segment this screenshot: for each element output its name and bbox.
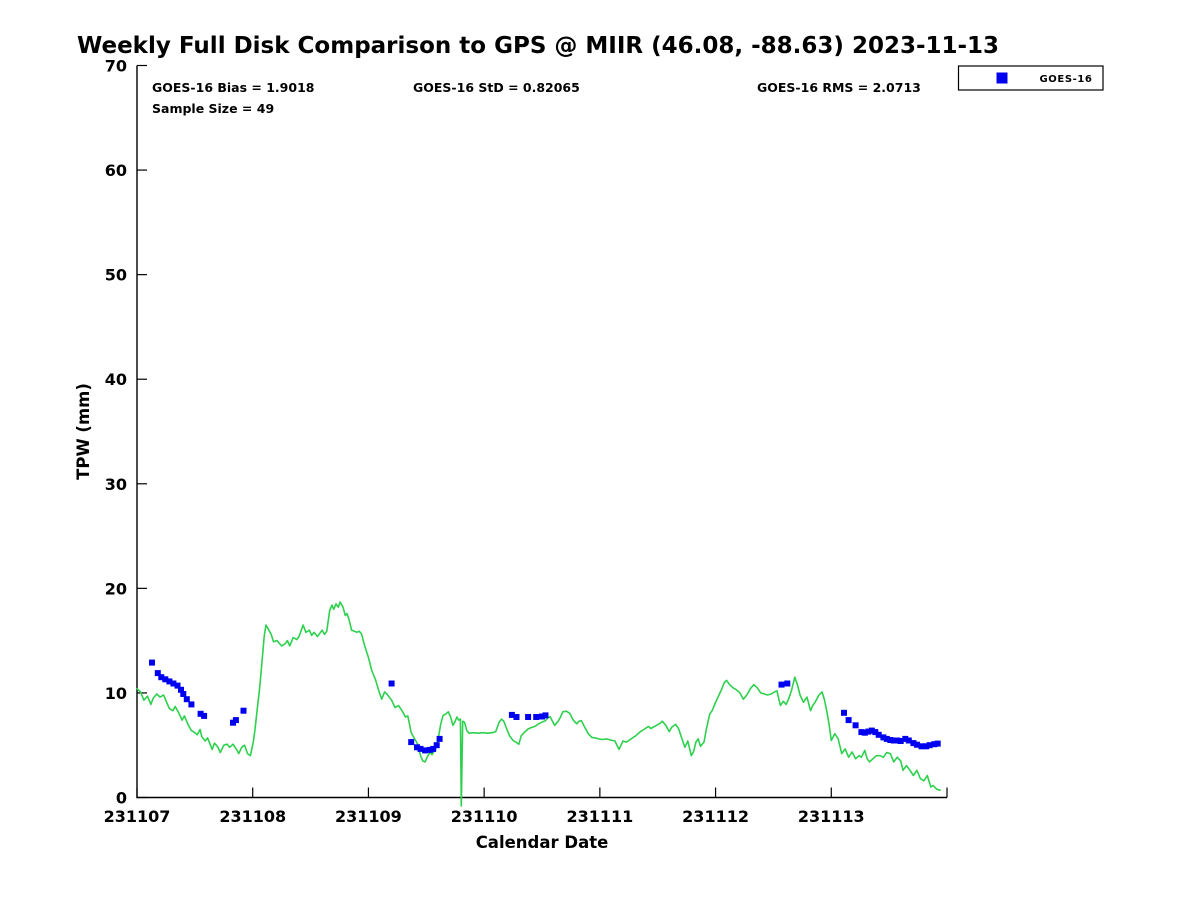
goes16-marker [170,680,177,687]
y-tick-label: 40 [105,370,127,389]
x-tick-label: 231112 [682,807,749,826]
goes16-marker [174,682,181,689]
goes16-marker [201,712,208,719]
goes16-marker [158,674,165,681]
goes16-marker [910,740,917,747]
goes16-marker [166,678,173,685]
goes16-marker [436,735,443,742]
goes16-marker [861,729,868,736]
goes16-marker [852,722,859,729]
goes16-marker [931,741,938,748]
stat-rms: GOES-16 RMS = 2.0713 [757,80,921,95]
x-tick-label: 231110 [451,807,518,826]
axes-ticks: 231107 231108 231109 231110 231111 231112 2311… [104,57,948,826]
goes16-marker [883,735,890,742]
y-tick-label: 20 [105,579,127,598]
goes16-marker [542,712,549,719]
goes16-marker [905,737,912,744]
y-tick-label: 0 [116,789,127,808]
goes16-marker [784,680,791,687]
x-tick-label: 231107 [104,807,171,826]
x-tick-label: 231108 [219,807,286,826]
goes16-marker [890,737,897,744]
chart-title: Weekly Full Disk Comparison to GPS @ MII… [77,33,999,59]
goes16-marker [414,744,420,751]
stat-std: GOES-16 StD = 0.82065 [413,80,580,95]
stat-bias: GOES-16 Bias = 1.9018 [152,80,314,95]
goes16-marker [841,709,847,716]
y-tick-label: 30 [105,475,127,494]
x-tick-label: 231111 [566,807,633,826]
goes16-marker [880,734,887,741]
goes16-marker [897,738,904,744]
goes16-marker [232,717,239,724]
legend-label-goes16: GOES-16 [1039,74,1092,85]
goes16-marker [875,731,882,738]
goes16-marker [887,737,894,743]
goes16-marker [513,714,520,720]
goes16-marker [845,717,852,724]
goes16-marker [240,707,247,714]
goes16-marker [923,743,930,750]
stat-sample-size: Sample Size = 49 [152,101,274,116]
goes16-marker [533,714,540,720]
goes16-marker [894,737,901,744]
goes16-markers [149,659,941,754]
goes16-marker [430,745,437,752]
goes16-marker [422,747,429,754]
goes16-marker [872,729,879,736]
goes16-marker [197,710,204,717]
x-tick-label: 231113 [798,807,865,826]
goes16-marker [426,746,433,753]
goes16-marker [926,742,933,749]
goes16-marker [934,740,941,747]
legend-marker-goes16 [996,72,1008,84]
y-axis-title: TPW (mm) [74,383,93,480]
goes16-marker [180,691,187,697]
goes16-marker [868,727,875,734]
goes16-marker [188,701,195,708]
legend-box [957,65,1104,91]
goes16-marker [913,741,920,748]
goes16-marker [408,739,415,746]
goes16-marker [178,686,184,693]
goes16-marker [902,735,909,742]
y-tick-label: 10 [105,684,127,703]
goes16-marker [778,681,785,688]
gps-tpw-line [136,601,941,807]
y-tick-label: 60 [105,161,127,180]
y-tick-label: 50 [105,266,127,285]
goes16-marker [433,742,440,749]
goes16-marker [417,745,424,752]
goes16-marker [154,670,161,677]
goes16-marker [525,714,532,720]
axes-frame [136,65,947,799]
goes16-marker [183,696,190,703]
goes16-marker [149,659,155,666]
goes16-marker [858,729,865,736]
y-tick-label: 70 [105,57,127,76]
goes16-marker [508,711,515,718]
x-axis-title: Calendar Date [476,833,609,852]
legend: GOES-16 [957,65,1104,91]
goes16-marker [388,680,395,687]
x-tick-label: 231109 [335,807,402,826]
goes16-marker [162,676,169,683]
goes16-marker [918,743,925,750]
goes16-marker [865,728,872,735]
goes16-marker [539,713,545,720]
